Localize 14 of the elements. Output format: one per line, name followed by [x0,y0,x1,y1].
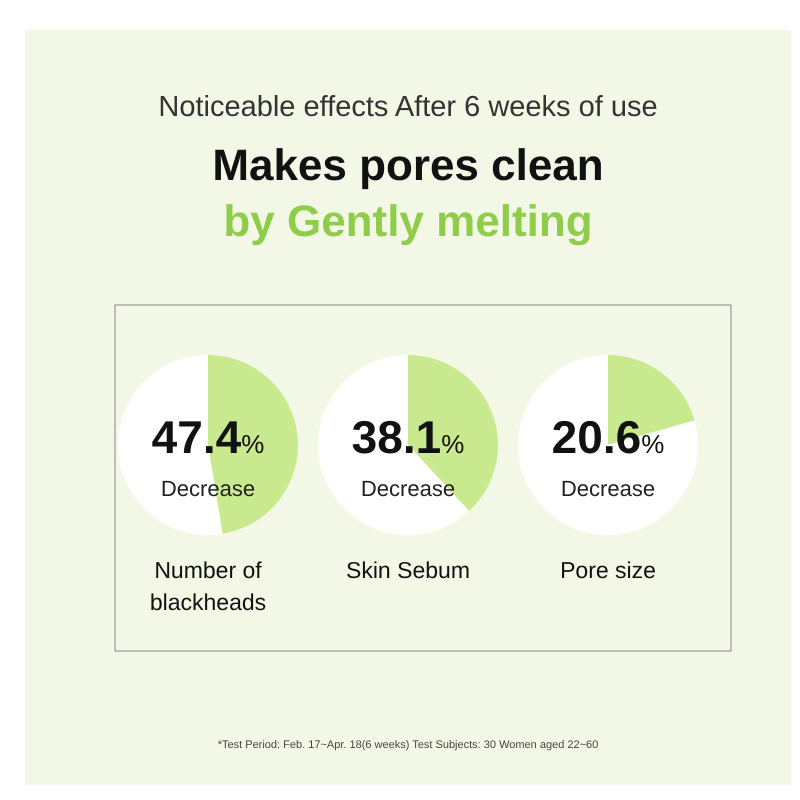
data-label: 20.6% [552,411,664,463]
slice-label: Decrease [160,476,256,501]
text: Number of blackheads [150,557,266,615]
text: Noticeable effects After 6 weeks of use [158,91,658,123]
data-label: 47.4% [152,411,264,463]
slice-label: Decrease [360,476,456,501]
data-label: 38.1% [352,411,464,463]
text: Pore size [560,557,656,583]
text: Skin Sebum [346,557,470,583]
text: Makes pores clean by Gently melting [212,141,604,246]
pie-slice [318,355,470,535]
text: *Test Period: Feb. 17~Apr. 18(6 weeks) Test Subjects: 30 Women aged 22~60 [218,739,598,751]
pie-slice [518,355,698,535]
slice-label: Decrease [560,476,656,501]
